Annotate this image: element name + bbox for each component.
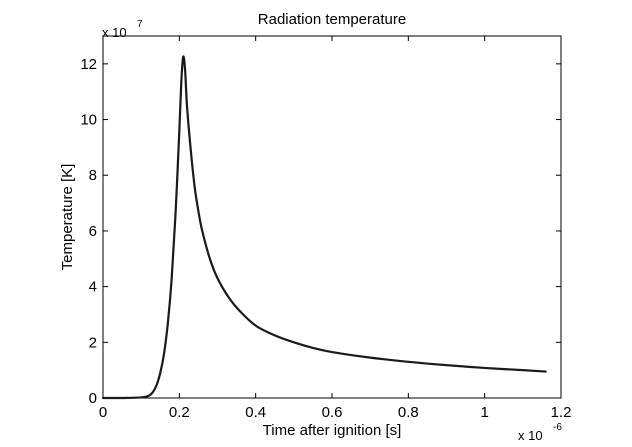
y-tick-label: 0 <box>89 390 97 407</box>
x-tick-label: 0.6 <box>322 404 343 421</box>
x-tick-label: 1 <box>480 404 488 421</box>
x-tick-label: 0 <box>99 404 107 421</box>
chart-title: Radiation temperature <box>258 11 406 28</box>
y-tick-label: 2 <box>89 334 97 351</box>
x-tick-label: 0.2 <box>169 404 190 421</box>
temperature-line <box>101 55 547 400</box>
y-tick-label: 10 <box>80 112 97 129</box>
x-axis-multiplier: x 10 -6 <box>518 422 562 443</box>
x-multiplier-base: x 10 <box>518 428 543 443</box>
plot-frame <box>102 35 562 399</box>
y-multiplier-base: x 10 <box>102 25 127 40</box>
x-tick-label: 0.4 <box>245 404 266 421</box>
y-tick-label: 4 <box>89 279 97 296</box>
y-axis-multiplier: x 10 7 <box>102 19 143 40</box>
x-tick-label: 1.2 <box>551 404 572 421</box>
y-axis-label: Temperature [K] <box>59 164 76 271</box>
y-multiplier-exponent: 7 <box>137 19 143 30</box>
y-tick-label: 8 <box>89 167 97 184</box>
x-multiplier-exponent: -6 <box>553 422 562 433</box>
x-tick-label: 0.8 <box>398 404 419 421</box>
y-ticks: 0 2 4 6 8 10 12 <box>80 56 561 407</box>
y-tick-label: 12 <box>80 56 97 73</box>
y-tick-label: 6 <box>89 223 97 240</box>
x-ticks: 0 0.2 0.4 0.6 0.8 1 1.2 <box>99 36 572 421</box>
x-axis-label: Time after ignition [s] <box>263 422 402 439</box>
